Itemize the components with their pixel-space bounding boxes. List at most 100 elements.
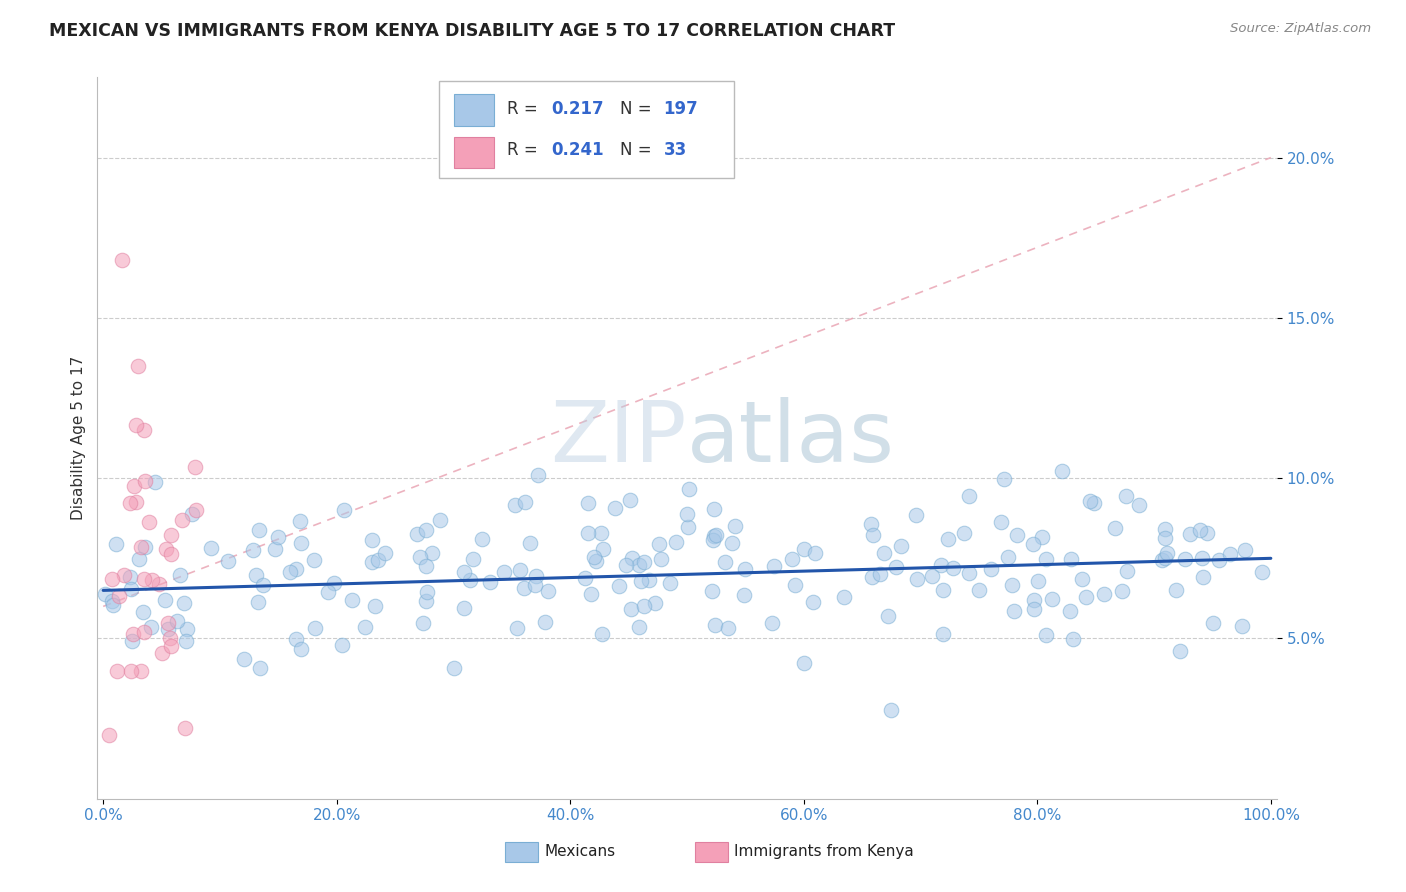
Point	[121, 634, 143, 648]
Point	[181, 508, 204, 522]
Point	[128, 552, 150, 566]
Point	[676, 508, 699, 522]
Point	[1156, 545, 1178, 559]
Point	[638, 574, 661, 588]
Point	[714, 555, 737, 569]
Point	[630, 574, 652, 588]
Point	[717, 621, 740, 635]
Point	[122, 627, 145, 641]
Point	[650, 551, 672, 566]
Point	[132, 572, 155, 586]
Point	[1031, 530, 1053, 544]
Point	[148, 577, 170, 591]
Point	[733, 588, 755, 602]
Point	[628, 558, 651, 573]
Point	[702, 533, 724, 547]
Point	[932, 627, 955, 641]
Point	[1191, 551, 1213, 566]
Point	[364, 599, 387, 614]
Point	[1022, 537, 1045, 551]
Point	[793, 656, 815, 670]
Point	[1219, 548, 1241, 562]
Point	[592, 542, 614, 557]
Point	[1234, 543, 1257, 558]
Point	[184, 503, 207, 517]
Point	[104, 537, 127, 551]
Point	[515, 495, 537, 509]
Point	[125, 417, 148, 432]
Point	[1192, 569, 1215, 583]
Point	[129, 664, 152, 678]
Point	[156, 622, 179, 636]
Point	[134, 540, 156, 554]
Point	[832, 590, 855, 604]
Point	[174, 721, 197, 735]
Point	[316, 585, 339, 599]
Point	[877, 609, 900, 624]
Point	[1070, 572, 1092, 586]
Point	[107, 589, 129, 603]
Point	[873, 546, 896, 560]
Point	[415, 523, 437, 537]
Point	[537, 584, 560, 599]
Point	[247, 523, 270, 537]
Point	[285, 632, 308, 646]
Point	[160, 639, 183, 653]
Point	[157, 615, 180, 630]
Point	[1111, 584, 1133, 599]
Point	[880, 703, 903, 717]
Point	[581, 587, 603, 601]
Point	[150, 646, 173, 660]
Point	[703, 529, 725, 543]
Point	[969, 583, 991, 598]
Point	[415, 594, 437, 608]
Point	[659, 576, 682, 591]
Point	[860, 570, 883, 584]
Point	[170, 513, 193, 527]
Point	[957, 566, 980, 580]
Point	[1195, 526, 1218, 541]
Text: MEXICAN VS IMMIGRANTS FROM KENYA DISABILITY AGE 5 TO 17 CORRELATION CHART: MEXICAN VS IMMIGRANTS FROM KENYA DISABIL…	[49, 22, 896, 40]
Point	[105, 664, 128, 678]
Point	[169, 568, 191, 582]
Point	[647, 537, 669, 551]
Point	[155, 542, 177, 557]
Text: R =: R =	[506, 100, 543, 118]
FancyBboxPatch shape	[454, 136, 494, 169]
Point	[524, 568, 547, 582]
Point	[112, 568, 135, 582]
Point	[333, 503, 356, 517]
Point	[1174, 552, 1197, 566]
Point	[574, 570, 596, 584]
Point	[160, 528, 183, 542]
Point	[176, 622, 198, 636]
Point	[1040, 592, 1063, 607]
Point	[267, 530, 290, 544]
Point	[429, 513, 451, 527]
Point	[415, 558, 437, 573]
Point	[724, 519, 747, 533]
Point	[118, 496, 141, 510]
Point	[249, 661, 271, 675]
Point	[100, 594, 122, 608]
FancyBboxPatch shape	[454, 95, 494, 126]
Point	[145, 475, 167, 489]
Text: Source: ZipAtlas.com: Source: ZipAtlas.com	[1230, 22, 1371, 36]
Point	[184, 460, 207, 475]
Point	[942, 560, 965, 574]
Point	[101, 599, 124, 613]
Text: R =: R =	[506, 142, 543, 160]
Point	[678, 482, 700, 496]
Point	[322, 575, 344, 590]
Point	[591, 627, 613, 641]
Point	[1208, 553, 1230, 567]
Point	[1170, 643, 1192, 657]
Point	[233, 652, 256, 666]
Point	[678, 520, 700, 534]
Point	[264, 541, 287, 556]
Point	[582, 550, 605, 565]
Point	[1115, 564, 1137, 578]
Point	[111, 253, 134, 268]
Point	[576, 496, 599, 510]
Point	[801, 595, 824, 609]
